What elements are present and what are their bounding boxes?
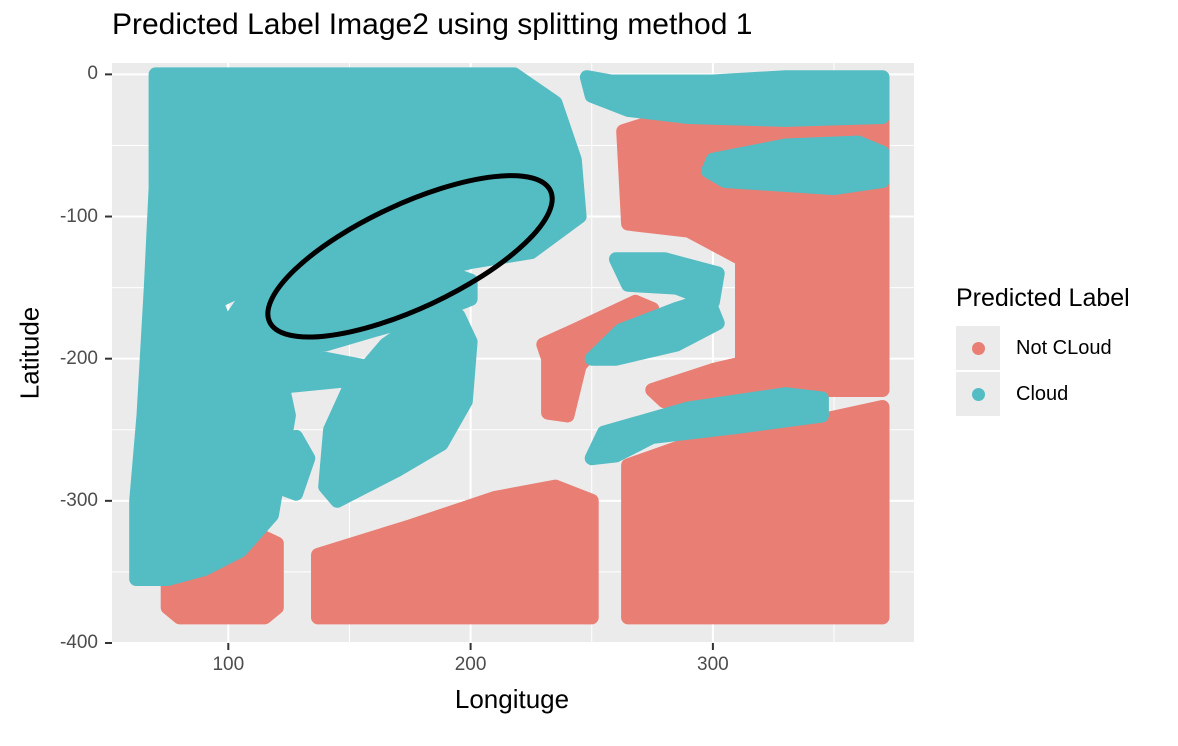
cloud-region	[269, 429, 316, 501]
legend-item-cloud: Cloud	[956, 371, 1130, 417]
not-cloud-region	[311, 479, 599, 625]
cloud-region	[318, 309, 478, 508]
x-tick-label: 200	[454, 654, 487, 675]
y-axis-title: Latitude	[14, 306, 45, 400]
x-tick-label: 300	[697, 654, 729, 675]
legend-title: Predicted Label	[956, 284, 1130, 312]
annotation-layer	[265, 173, 555, 340]
cloud-region	[701, 135, 890, 196]
chart-title: Predicted Label Image2 using splitting m…	[112, 8, 753, 41]
legend-dot	[971, 341, 985, 355]
y-tick-label: -100	[59, 205, 98, 227]
legend-label: Not CLoud	[1016, 336, 1112, 359]
x-axis-title: Longituge	[454, 684, 570, 714]
legend-dot	[971, 387, 985, 401]
y-tick-label: -300	[59, 489, 98, 511]
not-cloud-region	[621, 400, 890, 625]
cloud-region	[584, 292, 725, 366]
legend-key	[956, 326, 1000, 370]
y-tick-label: 0	[87, 63, 98, 85]
legend-key	[956, 372, 1000, 416]
legend-label: Cloud	[1016, 382, 1069, 405]
legend: Predicted Label Not CLoud Cloud	[956, 284, 1130, 417]
cloud-region	[211, 476, 279, 544]
axis-ticks	[105, 73, 714, 650]
cloud-region	[579, 70, 890, 127]
cloud-region	[584, 387, 829, 466]
cloud-region	[609, 252, 725, 309]
legend-item-not-cloud: Not CLoud	[956, 325, 1130, 371]
not-cloud-region	[645, 330, 878, 409]
cloud-region	[226, 351, 369, 395]
annotation-ellipse	[265, 173, 555, 340]
y-tick-label: -200	[59, 347, 98, 369]
x-tick-label: 100	[212, 654, 245, 675]
y-tick-label: -400	[59, 632, 98, 653]
